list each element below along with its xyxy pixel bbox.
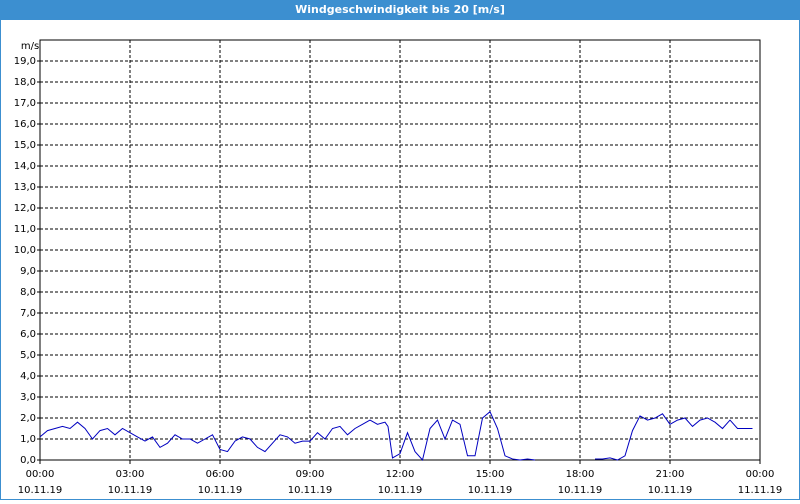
y-tick-label: 18,0 <box>14 77 36 88</box>
y-tick-label: 5,0 <box>20 350 36 361</box>
y-tick-label: 12,0 <box>14 203 36 214</box>
y-tick-label: 15,0 <box>14 140 36 151</box>
y-tick-label: 14,0 <box>14 161 36 172</box>
x-tick-label: 00:00 <box>26 469 55 480</box>
x-tick-label: 09:00 <box>296 469 325 480</box>
y-tick-label: 11,0 <box>14 224 36 235</box>
x-tick-date: 10.11.19 <box>648 485 693 496</box>
y-tick-label: 13,0 <box>14 182 36 193</box>
x-tick-label: 18:00 <box>566 469 595 480</box>
x-tick-date: 10.11.19 <box>18 485 63 496</box>
x-tick-date: 10.11.19 <box>468 485 513 496</box>
y-tick-label: 9,0 <box>20 266 36 277</box>
y-tick-label: 1,0 <box>20 434 36 445</box>
data-line <box>39 410 753 462</box>
y-tick-label: 17,0 <box>14 98 36 109</box>
y-tick-label: 8,0 <box>20 287 36 298</box>
y-tick-label: 6,0 <box>20 329 36 340</box>
y-tick-label: 10,0 <box>14 245 36 256</box>
y-tick-label: 16,0 <box>14 119 36 130</box>
x-tick-date: 10.11.19 <box>558 485 603 496</box>
y-tick-label: 0,0 <box>20 455 36 466</box>
plot-border <box>39 39 761 461</box>
chart-title: Windgeschwindigkeit bis 20 [m/s] <box>295 3 505 16</box>
x-tick-label: 21:00 <box>656 469 685 480</box>
x-tick-date: 10.11.19 <box>288 485 333 496</box>
y-tick-label: 2,0 <box>20 413 36 424</box>
x-tick-label: 00:00 <box>746 469 775 480</box>
x-tick-label: 15:00 <box>476 469 505 480</box>
y-unit: m/s <box>21 41 39 52</box>
y-tick-label: 3,0 <box>20 392 36 403</box>
x-tick-label: 12:00 <box>386 469 415 480</box>
x-tick-label: 03:00 <box>116 469 145 480</box>
x-tick-label: 06:00 <box>206 469 235 480</box>
x-tick-date: 10.11.19 <box>108 485 153 496</box>
y-tick-label: 4,0 <box>20 371 36 382</box>
x-tick-date: 10.11.19 <box>198 485 243 496</box>
title-bar <box>0 0 800 20</box>
y-tick-label: 7,0 <box>20 308 36 319</box>
y-tick-label: 19,0 <box>14 56 36 67</box>
x-tick-date: 11.11.19 <box>738 485 783 496</box>
x-tick-date: 10.11.19 <box>378 485 423 496</box>
